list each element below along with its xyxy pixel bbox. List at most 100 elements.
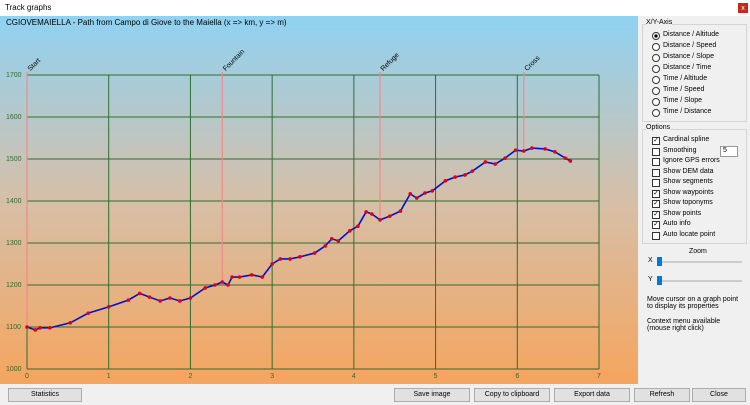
track-point (364, 210, 368, 214)
radio-label[interactable]: Time / Altitude (663, 75, 708, 82)
checkbox[interactable]: ✓ (652, 189, 660, 198)
radio-label[interactable]: Time / Distance (663, 108, 712, 115)
checkbox-label[interactable]: Show points (663, 209, 702, 217)
button[interactable]: Statistics (8, 388, 82, 402)
track-point (463, 173, 467, 177)
x-tick-label: 6 (515, 373, 519, 380)
track-point (137, 291, 142, 296)
track-point (522, 149, 526, 153)
checkbox-label[interactable]: Show DEM data (663, 167, 714, 175)
checkbox[interactable] (652, 179, 660, 187)
checkbox-label[interactable]: Show segments (663, 178, 713, 185)
track-point (323, 244, 328, 248)
track-point (203, 286, 207, 290)
smoothing-spin[interactable]: 5 (720, 146, 738, 157)
track-point (25, 325, 29, 329)
track-point (408, 192, 413, 196)
options-group (642, 129, 747, 244)
checkbox[interactable] (652, 158, 660, 166)
button[interactable]: Copy to clipboard (474, 388, 550, 402)
track-point (48, 326, 52, 330)
radio-button[interactable] (652, 87, 660, 95)
checkbox[interactable]: ✓ (652, 210, 660, 219)
checkbox-label[interactable]: Show toponyms (663, 199, 713, 206)
checkbox[interactable] (652, 168, 660, 177)
track-point (86, 311, 91, 315)
y-tick-label: 1000 (6, 366, 22, 373)
checkbox[interactable] (652, 231, 660, 240)
zoom-thumb[interactable] (657, 257, 662, 266)
checkbox[interactable]: ✓ (652, 221, 660, 229)
radio-label[interactable]: Distance / Altitude (663, 31, 720, 38)
button[interactable]: Close (692, 388, 746, 402)
track-point (336, 239, 341, 243)
checkbox-label[interactable]: Auto locate point (663, 230, 716, 238)
info-text: Context menu available (mouse right clic… (647, 318, 721, 332)
track-point (493, 162, 498, 166)
track-point (168, 296, 172, 300)
track-point (178, 299, 182, 303)
checkbox[interactable]: ✓ (652, 137, 660, 145)
zoom-thumb[interactable] (657, 276, 662, 285)
track-point (230, 275, 234, 279)
plot-background (0, 16, 638, 384)
checkbox[interactable] (652, 147, 660, 156)
zoom-y-label: Y (648, 276, 653, 283)
radio-button[interactable] (652, 43, 660, 51)
track-point (278, 257, 283, 261)
track-point (503, 156, 507, 160)
track-point (483, 160, 488, 164)
checkbox-label[interactable]: Show waypoints (663, 188, 714, 196)
y-tick-label: 1600 (6, 114, 22, 121)
radio-button[interactable] (652, 32, 660, 40)
y-tick-label: 1700 (6, 72, 22, 79)
radio-button[interactable] (652, 76, 660, 84)
button[interactable]: Save image (394, 388, 470, 402)
x-tick-label: 7 (597, 373, 601, 380)
radio-button[interactable] (652, 65, 660, 73)
track-point (430, 189, 435, 193)
x-tick-label: 5 (434, 373, 438, 380)
radio-label[interactable]: Distance / Slope (663, 53, 714, 60)
track-point (158, 299, 162, 303)
checkbox-label[interactable]: Smoothing (663, 146, 697, 154)
track-point (260, 275, 265, 279)
radio-label[interactable]: Distance / Time (663, 64, 712, 71)
checkbox-label[interactable]: Ignore GPS errors (663, 157, 720, 164)
checkbox-label[interactable]: Cardinal spline (663, 136, 710, 143)
track-point (38, 326, 42, 330)
x-tick-label: 2 (188, 373, 192, 380)
zoom-track (657, 261, 742, 263)
close-button[interactable] (738, 3, 748, 13)
track-point (126, 298, 131, 302)
zoom-x-label: X (648, 257, 653, 264)
radio-label[interactable]: Distance / Speed (663, 42, 717, 49)
radio-button[interactable] (652, 109, 660, 117)
track-point (513, 148, 518, 152)
track-point (398, 209, 403, 213)
track-point (563, 156, 568, 160)
close-icon[interactable]: x (741, 5, 745, 12)
track-point (470, 169, 475, 173)
track-point (213, 283, 217, 287)
button[interactable]: Export data (554, 388, 630, 402)
chart-title: CGIOVEMAIELLA - Path from Campo di Giove… (6, 18, 287, 27)
radio-button[interactable] (652, 98, 660, 106)
x-tick-label: 1 (107, 373, 111, 380)
x-tick-label: 0 (25, 373, 29, 380)
track-point (288, 257, 292, 261)
zoom-track (657, 280, 742, 282)
radio-label[interactable]: Time / Speed (663, 86, 705, 93)
radio-label[interactable]: Time / Slope (663, 97, 703, 104)
button[interactable]: Refresh (634, 388, 690, 402)
track-point (423, 191, 427, 195)
track-point (443, 179, 448, 183)
options-group-title: Options (646, 124, 671, 131)
track-point (543, 147, 547, 151)
radio-button[interactable] (652, 54, 660, 62)
checkbox-label[interactable]: Auto info (663, 220, 691, 227)
checkbox[interactable]: ✓ (652, 200, 660, 208)
track-point (237, 275, 242, 279)
track-point (188, 296, 193, 300)
